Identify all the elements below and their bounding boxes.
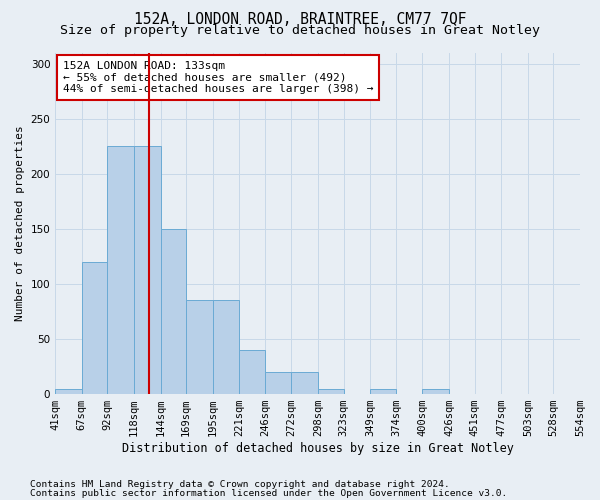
- Bar: [265, 372, 292, 394]
- Bar: [422, 388, 449, 394]
- Text: Size of property relative to detached houses in Great Notley: Size of property relative to detached ho…: [60, 24, 540, 37]
- Bar: [213, 300, 239, 394]
- Bar: [55, 388, 82, 394]
- Text: 152A LONDON ROAD: 133sqm
← 55% of detached houses are smaller (492)
44% of semi-: 152A LONDON ROAD: 133sqm ← 55% of detach…: [63, 61, 374, 94]
- Bar: [134, 146, 161, 394]
- Text: Contains public sector information licensed under the Open Government Licence v3: Contains public sector information licen…: [30, 488, 507, 498]
- Text: Contains HM Land Registry data © Crown copyright and database right 2024.: Contains HM Land Registry data © Crown c…: [30, 480, 450, 489]
- Bar: [82, 262, 107, 394]
- Bar: [239, 350, 265, 394]
- Bar: [107, 146, 134, 394]
- Y-axis label: Number of detached properties: Number of detached properties: [15, 126, 25, 321]
- Bar: [186, 300, 213, 394]
- Bar: [292, 372, 318, 394]
- X-axis label: Distribution of detached houses by size in Great Notley: Distribution of detached houses by size …: [122, 442, 514, 455]
- Bar: [318, 388, 344, 394]
- Text: 152A, LONDON ROAD, BRAINTREE, CM77 7QF: 152A, LONDON ROAD, BRAINTREE, CM77 7QF: [134, 12, 466, 28]
- Bar: [370, 388, 396, 394]
- Bar: [161, 229, 186, 394]
